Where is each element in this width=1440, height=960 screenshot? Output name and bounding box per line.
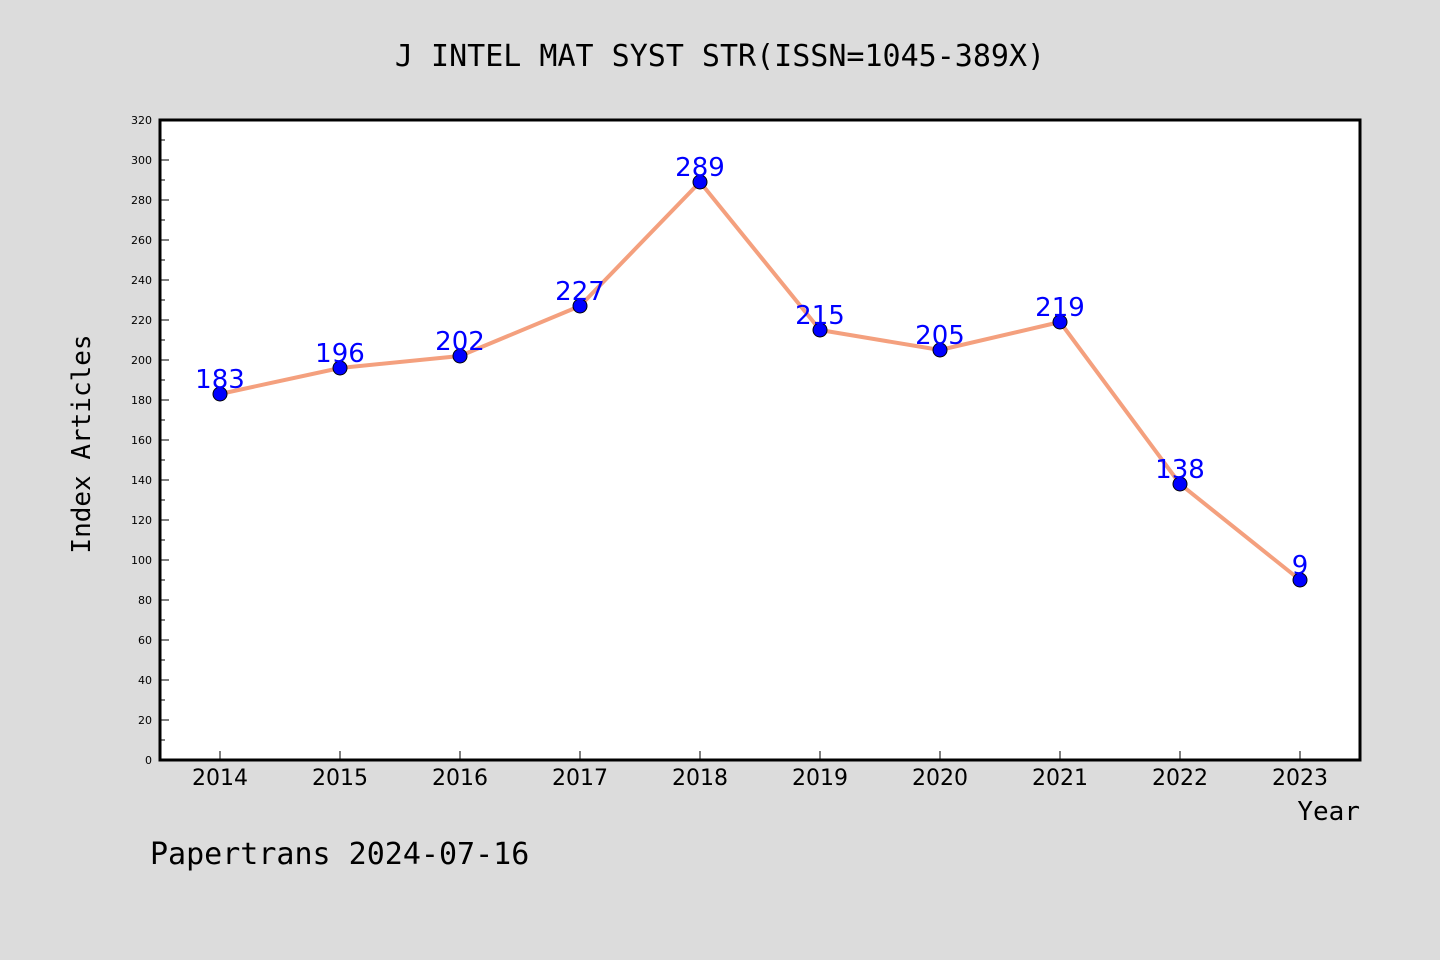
x-tick-label: 2016 [432,766,488,791]
data-point [452,348,468,364]
y-tick-label: 300 [131,154,152,167]
data-point [1292,572,1308,588]
y-tick-label: 100 [131,554,152,567]
series-line-group: 183 196 202 227 289 215 205 219 138 9 [195,153,1309,588]
x-tick-label: 2017 [552,766,608,791]
data-label: 219 [1035,293,1085,323]
data-point [572,298,588,314]
y-tick-label: 40 [138,674,152,687]
data-point [692,174,708,190]
chart-title: J INTEL MAT SYST STR(ISSN=1045-389X) [395,39,1045,74]
y-tick-label: 20 [138,714,152,727]
y-tick-label: 320 [131,114,152,127]
y-tick-label: 280 [131,194,152,207]
data-point [332,360,348,376]
data-label: 227 [555,277,605,307]
data-label: 289 [675,153,725,183]
x-tick-label: 2023 [1272,766,1328,791]
y-tick-label: 80 [138,594,152,607]
x-tick-label: 2014 [192,766,248,791]
x-tick-label: 2019 [792,766,848,791]
y-tick-label: 120 [131,514,152,527]
x-tick-label: 2018 [672,766,728,791]
data-label: 183 [195,365,245,395]
data-point [212,386,228,402]
x-tick-label: 2020 [912,766,968,791]
y-tick-label: 220 [131,314,152,327]
data-point [932,342,948,358]
data-label: 205 [915,321,965,351]
data-label: 138 [1155,455,1205,485]
data-label: 9 [1292,551,1309,581]
data-label: 215 [795,301,845,331]
data-point [812,322,828,338]
y-tick-label: 240 [131,274,152,287]
series-line [219,180,1302,582]
y-tick-label: 260 [131,234,152,247]
plot-frame [158,118,1362,762]
x-axis: 2014 2015 2016 2017 2018 2019 2020 2021 2022 2023 [192,751,1328,791]
data-point [1052,314,1068,330]
x-tick-label: 2015 [312,766,368,791]
data-label: 202 [435,327,485,357]
x-axis-label: Year [1297,797,1360,827]
y-tick-label: 140 [131,474,152,487]
data-label: 196 [315,339,365,369]
y-tick-label: 160 [131,434,152,447]
plot-area [160,120,1360,760]
footer-credit: Papertrans 2024-07-16 [150,837,529,872]
y-tick-label: 60 [138,634,152,647]
data-point [1172,476,1188,492]
y-tick-label: 0 [145,754,152,767]
y-tick-label: 200 [131,354,152,367]
x-tick-label: 2021 [1032,766,1088,791]
y-tick-label: 180 [131,394,152,407]
y-axis-label: Index Articles [67,334,97,553]
x-tick-label: 2022 [1152,766,1208,791]
